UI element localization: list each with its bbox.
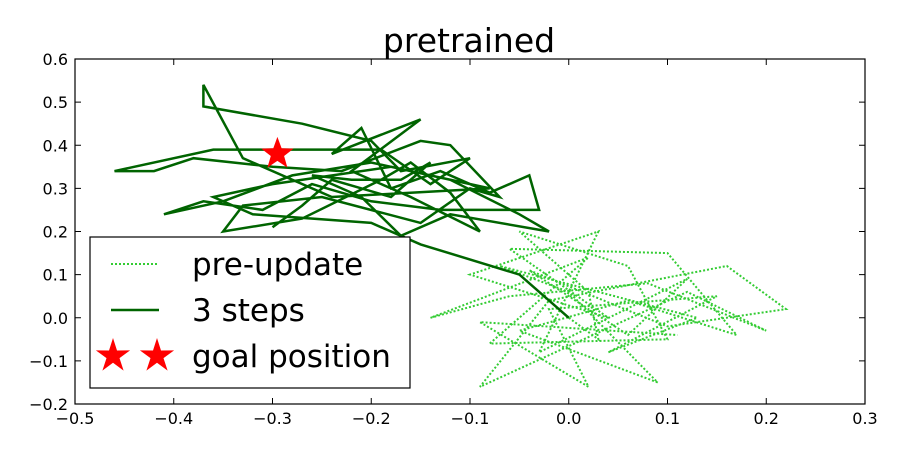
y-tick-label: −0.1 (29, 352, 68, 371)
legend-label-pre-update: pre-update (192, 247, 363, 283)
y-tick-label: 0.1 (43, 266, 68, 285)
legend-label-3-steps: 3 steps (192, 293, 305, 329)
goal-position-marker (261, 136, 294, 168)
x-tick-label: −0.1 (451, 409, 490, 428)
x-tick-label: 0.1 (655, 409, 680, 428)
x-tick-label: 0.0 (556, 409, 581, 428)
y-tick-label: −0.2 (29, 395, 68, 414)
legend-label-goal-position: goal position (192, 339, 391, 375)
x-tick-label: 0.3 (852, 409, 877, 428)
x-tick-label: 0.2 (754, 409, 779, 428)
x-tick-label: −0.4 (154, 409, 193, 428)
chart-title: pretrained (383, 21, 555, 60)
y-axis: −0.2 −0.1 0.0 0.1 0.2 0.3 0.4 0.5 0.6 (29, 50, 865, 414)
y-tick-label: 0.2 (43, 223, 68, 242)
x-axis: −0.5 −0.4 −0.3 −0.2 −0.1 0.0 0.1 0.2 0.3 (56, 59, 878, 428)
series-layer (114, 84, 789, 390)
series-line-pre-update (430, 229, 789, 390)
x-tick-label: −0.5 (56, 409, 95, 428)
x-tick-label: −0.2 (352, 409, 391, 428)
goal-layer (261, 136, 294, 168)
y-tick-label: 0.0 (43, 309, 68, 328)
legend-star-marker (95, 338, 131, 371)
series-line-3-steps (114, 84, 570, 319)
y-tick-label: 0.3 (43, 179, 68, 198)
y-tick-label: 0.5 (43, 93, 68, 112)
y-tick-label: 0.6 (43, 50, 68, 69)
legend-box (89, 236, 411, 389)
x-tick-label: −0.3 (253, 409, 292, 428)
legend: pre-update 3 steps goal position (89, 236, 411, 389)
legend-star-marker (139, 338, 175, 371)
y-tick-label: 0.4 (43, 136, 68, 155)
